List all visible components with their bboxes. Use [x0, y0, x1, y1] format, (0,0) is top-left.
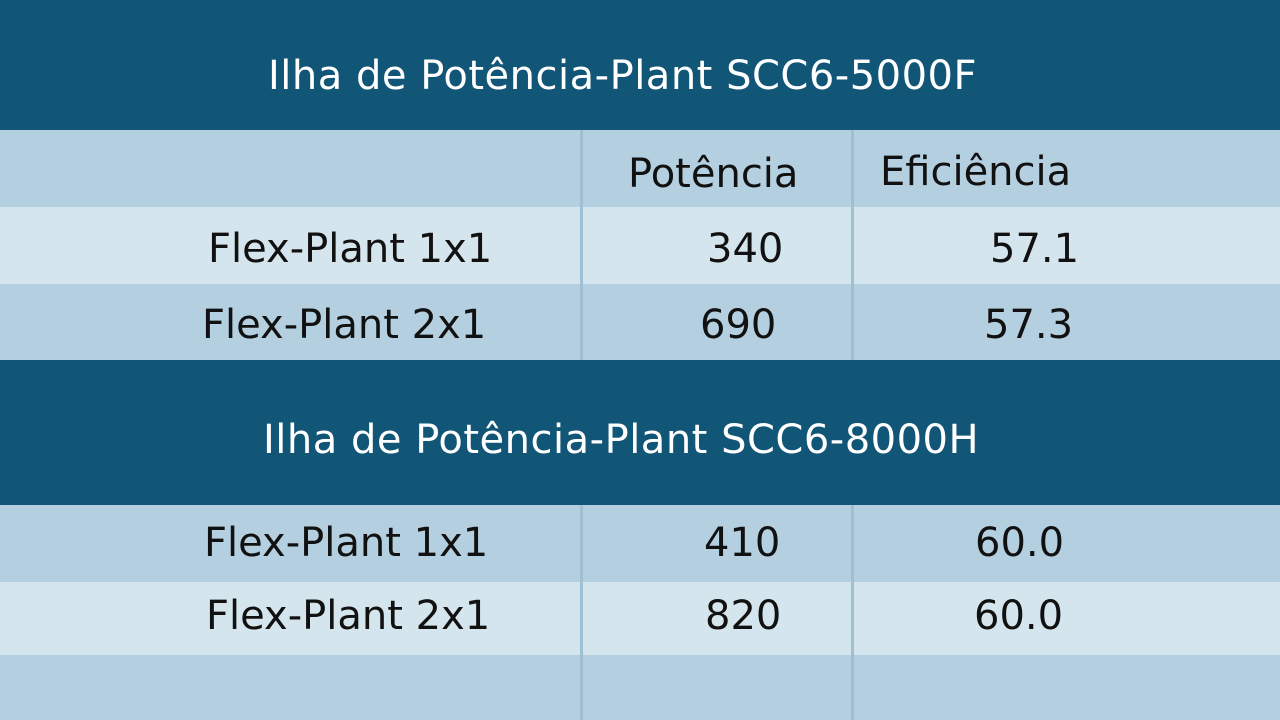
table-row: Flex-Plant 2x1 820 60.0 [0, 582, 1280, 655]
empty-row [0, 655, 1280, 720]
row-potencia: 340 [707, 226, 784, 272]
section-2-title: Ilha de Potência-Plant SCC6-8000H [263, 417, 980, 463]
row-label: Flex-Plant 1x1 [208, 226, 493, 272]
section-1-title: Ilha de Potência-Plant SCC6-5000F [268, 53, 977, 99]
header-potencia: Potência [628, 151, 799, 197]
table-row: Flex-Plant 1x1 340 57.1 [0, 207, 1280, 284]
section-2-title-band: Ilha de Potência-Plant SCC6-8000H [0, 360, 1280, 505]
column-divider [580, 505, 583, 720]
table-row: Flex-Plant 2x1 690 57.3 [0, 284, 1280, 360]
row-label: Flex-Plant 2x1 [202, 302, 487, 348]
section-1-title-band: Ilha de Potência-Plant SCC6-5000F [0, 0, 1280, 130]
header-row: Potência Eficiência [0, 130, 1280, 207]
column-divider [851, 130, 854, 360]
row-potencia: 690 [700, 302, 777, 348]
row-eficiencia: 57.1 [990, 226, 1080, 272]
row-label: Flex-Plant 2x1 [206, 593, 491, 639]
table-row: Flex-Plant 1x1 410 60.0 [0, 505, 1280, 582]
row-eficiencia: 60.0 [974, 593, 1064, 639]
row-eficiencia: 60.0 [975, 520, 1065, 566]
row-potencia: 820 [705, 593, 782, 639]
header-eficiencia: Eficiência [880, 149, 1072, 195]
column-divider [580, 130, 583, 360]
row-label: Flex-Plant 1x1 [204, 520, 489, 566]
column-divider [851, 505, 854, 720]
row-eficiencia: 57.3 [984, 302, 1074, 348]
row-potencia: 410 [704, 520, 781, 566]
